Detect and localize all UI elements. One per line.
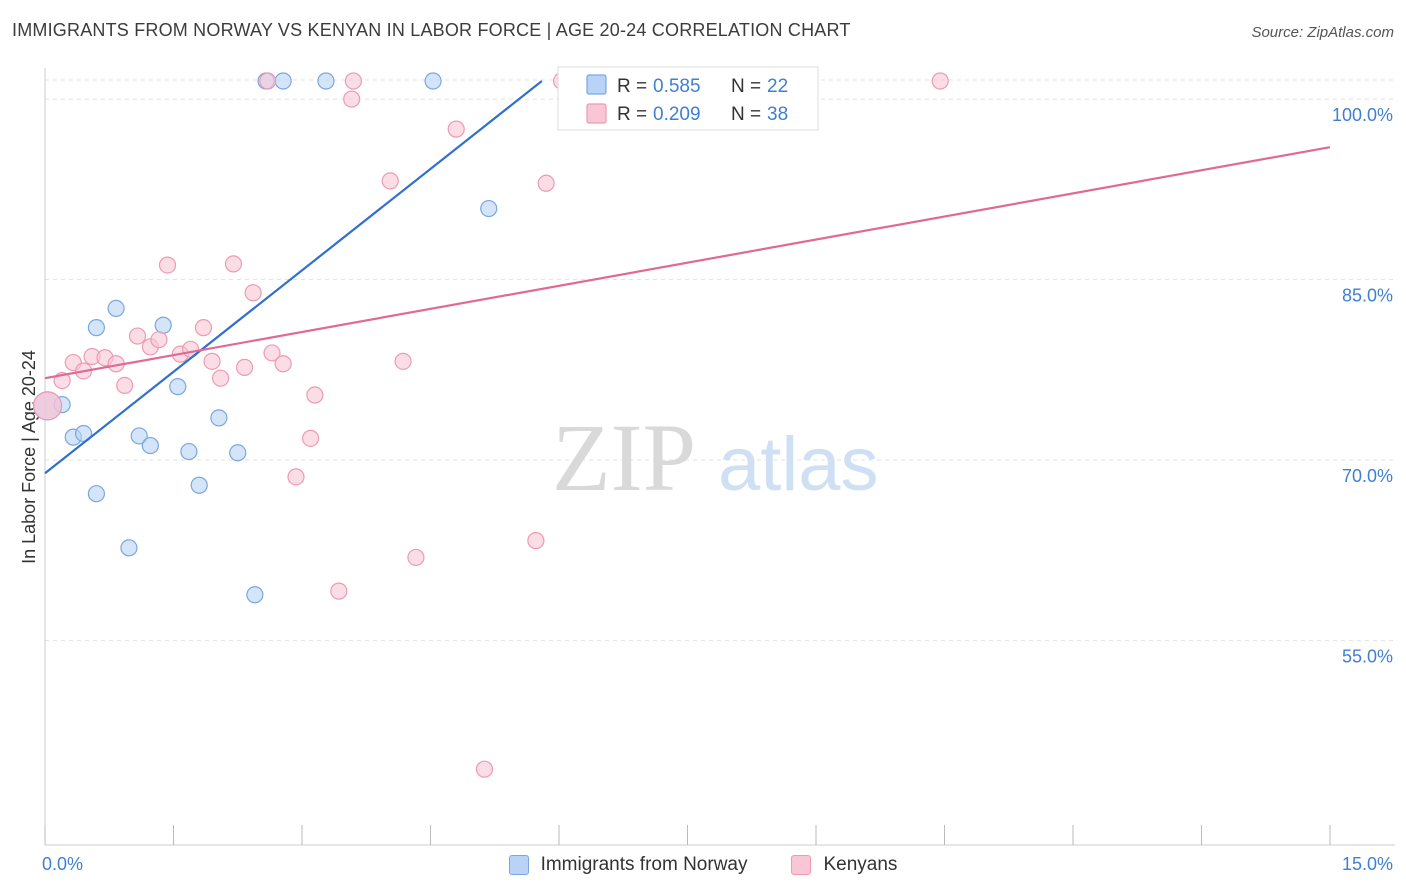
kenyan-point[interactable] bbox=[194, 319, 213, 337]
watermark-zip: ZIP bbox=[552, 404, 696, 511]
kenyan-point[interactable] bbox=[259, 72, 277, 90]
y-tick-label: 100.0% bbox=[1332, 105, 1393, 125]
kenyan-point[interactable] bbox=[475, 760, 494, 778]
y-tick-label: 70.0% bbox=[1342, 466, 1393, 486]
stats-swatch-kenyans bbox=[586, 103, 607, 124]
stats-swatch-norway bbox=[586, 74, 607, 95]
norway-point[interactable] bbox=[169, 378, 187, 396]
kenyan-point[interactable] bbox=[287, 468, 305, 486]
stats-n-label-norway: N = bbox=[731, 76, 761, 97]
stats-n-value-kenyans: 38 bbox=[767, 104, 788, 125]
stats-r-label-norway: R = bbox=[617, 76, 647, 97]
series-legend: Immigrants from Norway Kenyans bbox=[0, 848, 1406, 882]
norway-point[interactable] bbox=[107, 299, 125, 318]
kenyan-point[interactable] bbox=[212, 369, 230, 387]
stats-n-label-kenyans: N = bbox=[731, 104, 761, 125]
kenyan-point[interactable] bbox=[236, 358, 254, 376]
kenyan-point[interactable] bbox=[344, 72, 362, 90]
kenyan-trend-line bbox=[44, 146, 1331, 380]
watermark-atlas: atlas bbox=[718, 422, 879, 507]
kenyan-point[interactable] bbox=[274, 355, 292, 373]
norway-point[interactable] bbox=[246, 586, 264, 604]
kenyan-point[interactable] bbox=[150, 331, 168, 349]
kenyan-point[interactable] bbox=[128, 327, 147, 345]
kenyan-point[interactable] bbox=[32, 391, 63, 421]
norway-point[interactable] bbox=[317, 72, 335, 90]
norway-point[interactable] bbox=[180, 442, 198, 461]
stats-legend: R = 0.585 N = 22 R = 0.209 N = 38 bbox=[557, 66, 819, 131]
watermark: ZIP atlas bbox=[552, 404, 879, 511]
norway-point[interactable] bbox=[154, 316, 172, 334]
legend-label-kenyans: Kenyans bbox=[823, 854, 898, 875]
kenyan-point[interactable] bbox=[527, 532, 545, 550]
kenyan-point[interactable] bbox=[203, 352, 221, 370]
norway-point[interactable] bbox=[87, 485, 106, 503]
kenyan-point[interactable] bbox=[330, 582, 348, 600]
x-tick-label: 15.0% bbox=[1342, 854, 1393, 874]
norway-point[interactable] bbox=[190, 476, 208, 494]
kenyan-point[interactable] bbox=[343, 90, 361, 108]
kenyan-point[interactable] bbox=[381, 172, 399, 190]
axes bbox=[44, 68, 1395, 846]
legend-item-kenyans[interactable]: Kenyans bbox=[791, 854, 897, 876]
source-label: Source: ZipAtlas.com bbox=[1251, 24, 1394, 41]
legend-swatch-norway bbox=[508, 855, 529, 875]
kenyan-point[interactable] bbox=[244, 284, 262, 302]
kenyan-point[interactable] bbox=[447, 120, 465, 138]
legend-item-norway[interactable]: Immigrants from Norway bbox=[508, 854, 748, 876]
norway-point[interactable] bbox=[424, 72, 442, 90]
norway-point[interactable] bbox=[274, 72, 292, 90]
chart-title: IMMIGRANTS FROM NORWAY VS KENYAN IN LABO… bbox=[12, 20, 851, 40]
legend-label-norway: Immigrants from Norway bbox=[540, 854, 748, 875]
y-tick-label: 85.0% bbox=[1342, 286, 1393, 306]
norway-trend-line bbox=[44, 80, 543, 475]
stats-n-value-norway: 22 bbox=[767, 76, 788, 97]
norway-point[interactable] bbox=[210, 409, 228, 427]
norway-point[interactable] bbox=[229, 444, 247, 462]
kenyan-point[interactable] bbox=[306, 386, 324, 404]
kenyan-point[interactable] bbox=[158, 256, 177, 274]
norway-point[interactable] bbox=[120, 539, 138, 557]
kenyan-point[interactable] bbox=[407, 548, 425, 567]
kenyan-point[interactable] bbox=[263, 344, 281, 362]
kenyan-point[interactable] bbox=[301, 429, 320, 447]
norway-point[interactable] bbox=[87, 319, 106, 337]
kenyan-point[interactable] bbox=[537, 174, 555, 192]
tick-labels: 55.0% 70.0% 85.0% 100.0% 0.0% 15.0% bbox=[42, 105, 1393, 874]
legend-swatch-kenyans bbox=[791, 855, 812, 875]
trend-lines bbox=[44, 80, 1331, 475]
stats-r-label-kenyans: R = bbox=[617, 104, 647, 125]
x-tick-label: 0.0% bbox=[42, 854, 83, 874]
norway-point[interactable] bbox=[141, 436, 159, 455]
kenyan-point[interactable] bbox=[394, 352, 412, 370]
norway-point[interactable] bbox=[130, 427, 148, 445]
y-axis-label: In Labor Force | Age 20-24 bbox=[19, 350, 39, 564]
stats-r-value-norway: 0.585 bbox=[653, 76, 701, 97]
norway-point[interactable] bbox=[480, 199, 498, 218]
stats-r-value-kenyans: 0.209 bbox=[653, 104, 701, 125]
kenyan-point[interactable] bbox=[224, 255, 243, 273]
data-points bbox=[32, 72, 949, 778]
kenyan-point[interactable] bbox=[116, 376, 134, 395]
kenyan-point[interactable] bbox=[931, 72, 949, 90]
y-tick-label: 55.0% bbox=[1342, 646, 1393, 666]
